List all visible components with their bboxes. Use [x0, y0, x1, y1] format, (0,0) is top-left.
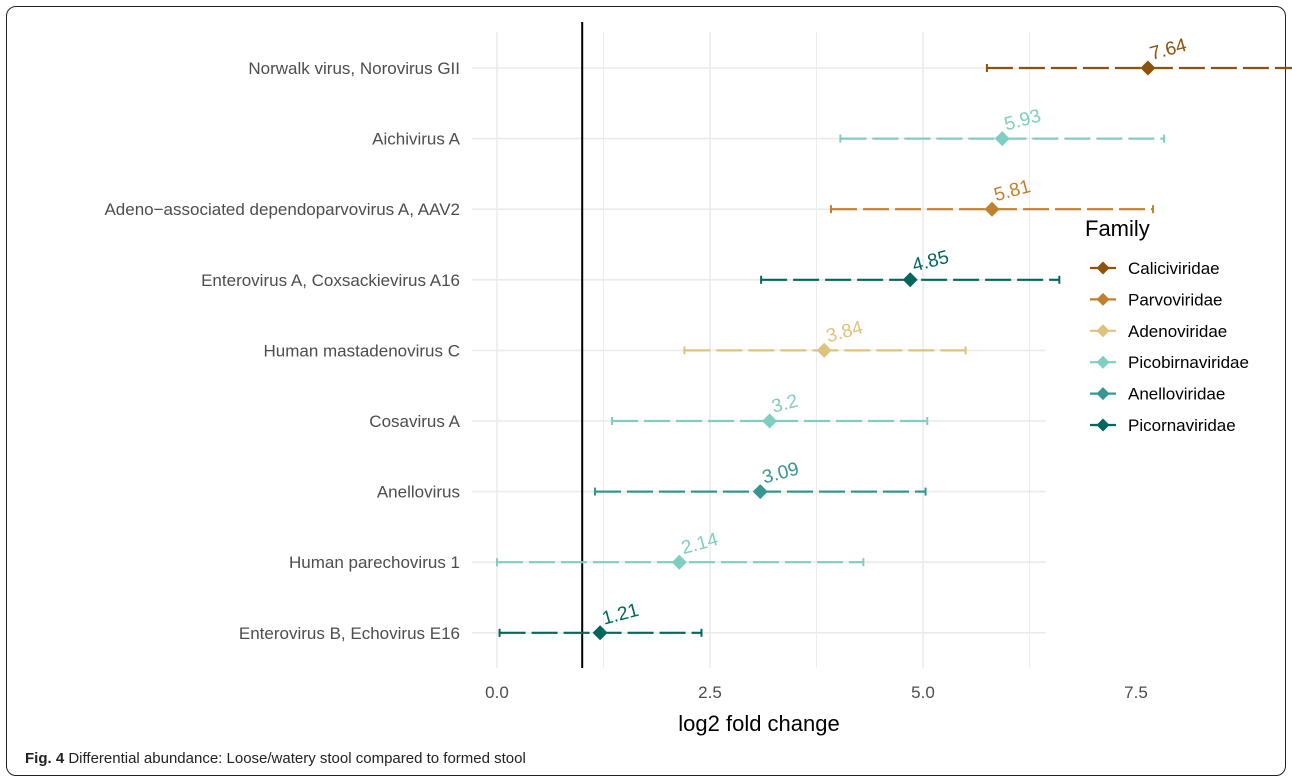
caption-label: Fig. 4 — [25, 750, 65, 767]
point-value-label: 4.85 — [910, 247, 951, 277]
point-marker — [762, 413, 778, 429]
figure-frame — [6, 6, 1286, 776]
x-tick-label: 5.0 — [911, 683, 935, 702]
legend-key-marker — [1096, 418, 1110, 432]
legend-key-marker — [1096, 387, 1110, 401]
point-value-label: 5.81 — [992, 176, 1033, 206]
x-tick-label: 0.0 — [485, 683, 509, 702]
point-value-label: 1.21 — [600, 600, 641, 630]
point-value-label: 3.09 — [760, 459, 801, 489]
x-axis-title: log2 fold change — [678, 711, 839, 736]
y-tick-label: Enterovirus A, Coxsackievirus A16 — [201, 271, 460, 290]
y-tick-label: Enterovirus B, Echovirus E16 — [239, 624, 460, 643]
point-marker — [671, 554, 687, 570]
point-value-label: 2.14 — [679, 529, 721, 559]
point-value-label: 7.64 — [1148, 35, 1190, 65]
legend-entry-label: Anelloviridae — [1128, 385, 1225, 404]
legend-key-marker — [1096, 292, 1110, 306]
y-tick-label: Human parechovirus 1 — [289, 553, 460, 572]
y-tick-label: Anellovirus — [377, 483, 460, 502]
point-marker — [752, 484, 768, 500]
point-value-label: 3.2 — [769, 391, 800, 418]
legend-key-marker — [1096, 261, 1110, 275]
legend-entry-label: Picobirnaviridae — [1128, 353, 1249, 372]
point-marker — [816, 342, 832, 358]
y-tick-label: Norwalk virus, Norovirus GII — [248, 59, 460, 78]
legend-title: Family — [1085, 216, 1150, 241]
legend-entry-label: Picornaviridae — [1128, 416, 1236, 435]
point-marker — [902, 272, 918, 288]
point-value-label: 3.84 — [824, 317, 866, 347]
x-tick-label: 2.5 — [698, 683, 722, 702]
legend-entry-label: Parvoviridae — [1128, 290, 1223, 309]
point-marker — [984, 201, 1000, 217]
caption-text: Differential abundance: Loose/watery sto… — [68, 750, 526, 767]
point-marker — [994, 131, 1010, 147]
figure-caption: Fig. 4 Differential abundance: Loose/wat… — [25, 750, 526, 767]
y-tick-label: Human mastadenovirus C — [263, 341, 460, 360]
point-marker — [1140, 60, 1156, 76]
legend-key-marker — [1096, 355, 1110, 369]
point-value-label: 5.93 — [1002, 106, 1043, 136]
point-marker — [592, 625, 608, 641]
y-tick-label: Aichivirus A — [372, 130, 461, 149]
legend-key-marker — [1096, 324, 1110, 338]
legend-entry-label: Caliciviridae — [1128, 259, 1220, 278]
y-tick-label: Cosavirus A — [369, 412, 460, 431]
y-tick-label: Adeno−associated dependoparvovirus A, AA… — [104, 200, 460, 219]
x-tick-label: 7.5 — [1124, 683, 1148, 702]
legend-entry-label: Adenoviridae — [1128, 322, 1227, 341]
